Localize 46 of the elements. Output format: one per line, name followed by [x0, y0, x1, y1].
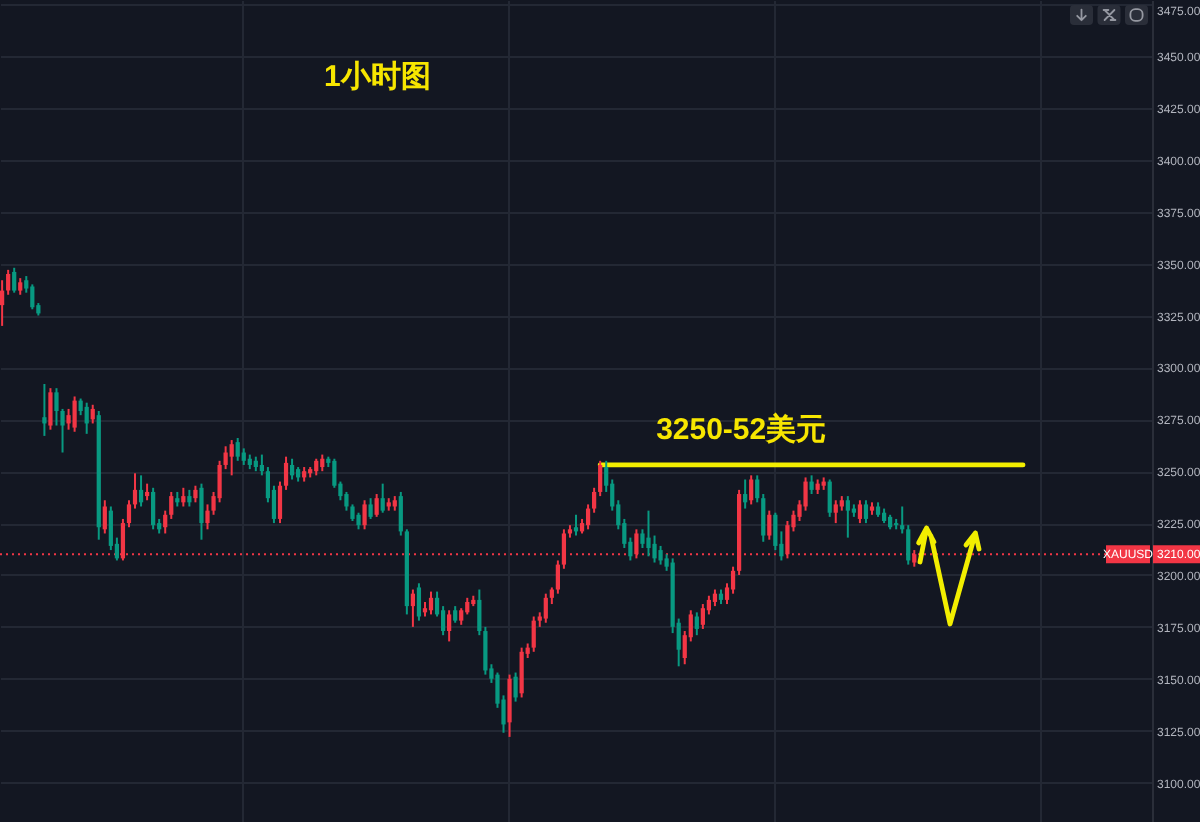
annotation: 3250-52美元: [656, 410, 827, 447]
candlestick: [743, 478, 748, 510]
candlestick: [368, 497, 373, 520]
candlestick: [428, 590, 434, 616]
candlestick: [362, 499, 367, 531]
candlestick: [138, 474, 144, 508]
candlestick: [72, 395, 77, 433]
candlestick: [749, 474, 754, 506]
candlestick: [507, 673, 512, 738]
candlestick: [531, 615, 536, 653]
candlestick: [857, 499, 863, 525]
candlestick: [694, 611, 699, 637]
candlestick: [90, 403, 95, 425]
candlestick: [773, 511, 778, 552]
candlestick: [543, 592, 548, 624]
candlestick: [809, 474, 814, 496]
candlestick: [374, 493, 379, 518]
candlestick: [181, 486, 186, 508]
candlestick: [513, 671, 518, 703]
candlestick: [410, 588, 416, 628]
candlestick: [416, 582, 422, 622]
candlestick: [658, 544, 663, 566]
candlestick: [845, 495, 850, 539]
text: 1小时图: [324, 60, 431, 94]
candlestick: [30, 283, 35, 311]
candlestick: [48, 387, 53, 431]
candlestick: [700, 603, 705, 630]
candlestick: [229, 439, 234, 477]
candlestick: [863, 499, 869, 525]
candlestick: [833, 499, 838, 525]
candlestick: [199, 482, 204, 541]
candlestick: [66, 407, 71, 431]
candlestick: [151, 486, 156, 531]
candlestick: [380, 482, 385, 514]
candlestick: [827, 478, 832, 518]
candlestick: [102, 499, 107, 535]
candlestick: [235, 436, 240, 462]
candlestick: [12, 266, 17, 294]
candlestick: [519, 646, 524, 699]
candlestick: [289, 457, 295, 481]
candlestick: [42, 383, 47, 437]
candlestick: [767, 509, 772, 541]
candlestick: [646, 509, 651, 558]
candlestick: [447, 609, 452, 643]
candlestick: [84, 401, 89, 435]
candlestick: [108, 505, 113, 552]
